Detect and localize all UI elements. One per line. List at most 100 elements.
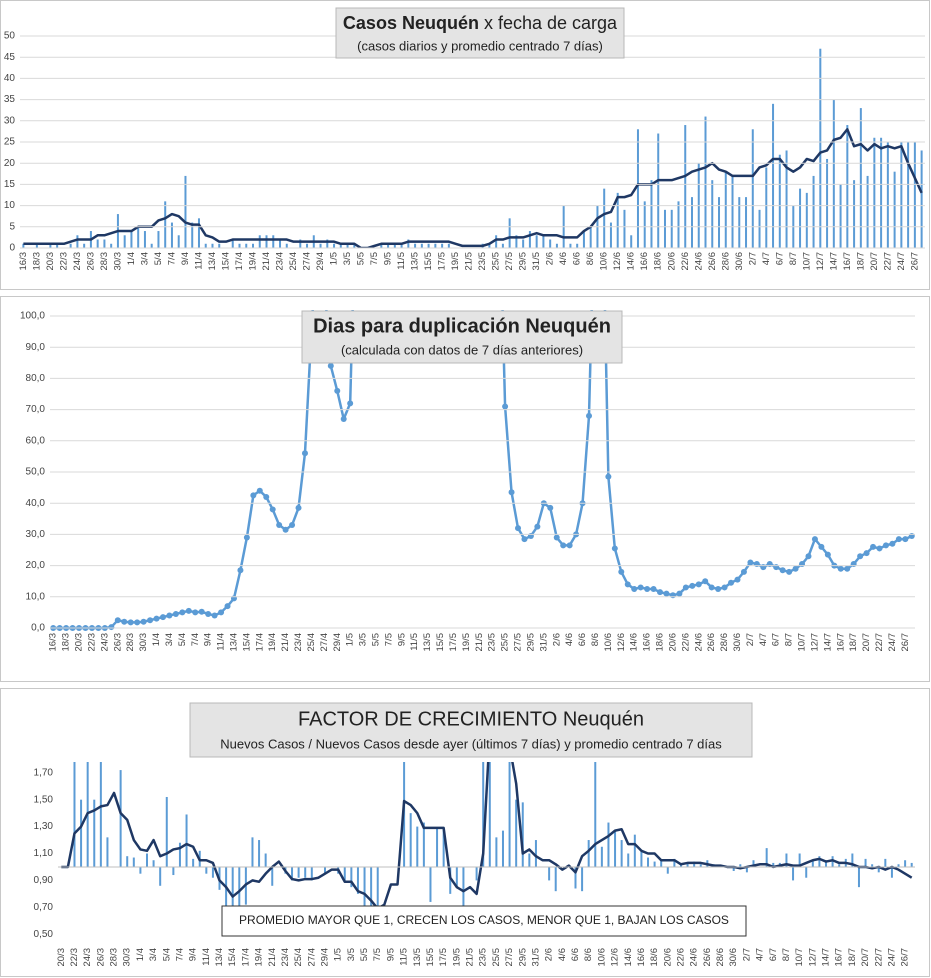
x-tick-label: 26/7: [900, 948, 911, 967]
bar: [495, 235, 498, 248]
bar: [647, 857, 650, 867]
x-tick-label: 6/7: [774, 252, 785, 265]
bar: [549, 239, 552, 248]
x-tick-label: 29/5: [525, 633, 536, 652]
bar: [839, 184, 842, 248]
bar: [306, 243, 309, 248]
bar: [192, 858, 195, 867]
title-bold: Casos Neuquén: [343, 13, 479, 33]
bar: [414, 243, 417, 248]
point: [779, 567, 786, 574]
bar: [310, 866, 313, 881]
point: [870, 543, 877, 550]
bar: [600, 846, 603, 867]
bar: [859, 108, 862, 248]
bar: [157, 231, 160, 248]
bar: [238, 866, 241, 908]
x-tick-label: 17/4: [234, 252, 245, 270]
chart: [60, 762, 913, 935]
point: [624, 581, 631, 588]
bar: [718, 197, 721, 248]
bar: [864, 858, 867, 867]
point: [185, 607, 192, 614]
bar: [670, 209, 673, 248]
x-tick-label: 24/7: [896, 252, 907, 271]
y-tick-label: 50,0: [26, 467, 46, 478]
bar: [663, 209, 666, 248]
bar: [772, 862, 775, 867]
x-tick-label: 24/7: [886, 948, 897, 967]
point: [753, 561, 760, 568]
point: [237, 567, 244, 574]
point: [502, 403, 509, 410]
bar: [123, 235, 126, 248]
chart-subtitle: (casos diarios y promedio centrado 7 día…: [357, 38, 603, 53]
bar: [231, 239, 234, 248]
bar: [515, 235, 518, 248]
bar: [76, 235, 79, 248]
bar: [441, 243, 444, 248]
x-tick-label: 22/6: [675, 948, 686, 967]
y-tick-label: 30: [4, 115, 16, 126]
point: [715, 586, 722, 592]
y-tick-label: 100,0: [20, 311, 45, 322]
point: [527, 532, 534, 539]
bar: [304, 866, 307, 878]
x-tick-label: 3/5: [358, 633, 369, 646]
bar: [528, 231, 531, 248]
x-tick-label: 17/5: [438, 948, 449, 967]
x-tick-label: 9/4: [188, 948, 199, 961]
annotation: PROMEDIO MAYOR QUE 1, CRECEN LOS CASOS, …: [239, 913, 729, 927]
x-tick-label: 12/7: [809, 633, 820, 652]
x-tick-label: 17/5: [437, 252, 448, 271]
x-tick-label: 11/5: [396, 252, 407, 270]
x-tick-label: 27/4: [319, 633, 330, 652]
y-tick-label: 30,0: [26, 529, 46, 540]
bar: [805, 866, 808, 878]
bar: [627, 853, 630, 867]
x-tick-label: 11/5: [409, 633, 420, 651]
x-tick-label: 20/3: [45, 252, 56, 271]
bar: [535, 235, 538, 248]
point: [760, 564, 767, 571]
bar: [528, 853, 531, 867]
bar: [265, 235, 268, 248]
bar: [508, 218, 511, 248]
x-tick-label: 27/5: [504, 252, 515, 271]
x-tick-label: 28/3: [109, 948, 120, 967]
point: [327, 362, 334, 369]
x-tick-label: 27/5: [504, 948, 515, 967]
point: [728, 579, 735, 586]
bar: [650, 180, 653, 248]
bar: [890, 866, 893, 878]
bar: [614, 830, 617, 867]
point: [256, 487, 263, 494]
point: [650, 586, 657, 592]
bar: [765, 848, 768, 867]
x-tick-label: 8/7: [788, 252, 799, 265]
bar: [666, 866, 669, 874]
bar: [751, 129, 754, 248]
x-tick-label: 30/6: [728, 948, 739, 967]
bar: [554, 866, 557, 892]
bar: [185, 814, 188, 867]
x-tick-label: 8/7: [781, 948, 792, 961]
x-tick-label: 22/3: [58, 252, 69, 271]
bar: [699, 864, 702, 867]
bar: [319, 243, 322, 248]
y-tick-label: 70,0: [26, 404, 46, 415]
x-tick-label: 23/5: [487, 633, 498, 652]
y-tick-label: 40: [4, 73, 16, 84]
x-tick-label: 20/7: [861, 633, 872, 652]
x-tick-label: 23/5: [478, 948, 489, 967]
x-tick-label: 5/5: [356, 252, 367, 265]
point: [908, 532, 915, 539]
x-tick-label: 19/4: [254, 948, 265, 967]
bar: [83, 243, 86, 248]
y-tick-label: 50: [4, 31, 16, 42]
chart-title: Dias para duplicación Neuquén: [313, 315, 611, 337]
x-tick-label: 10/6: [599, 252, 610, 271]
x-tick-label: 16/3: [48, 633, 59, 652]
bar: [838, 864, 841, 867]
bar: [356, 866, 359, 894]
